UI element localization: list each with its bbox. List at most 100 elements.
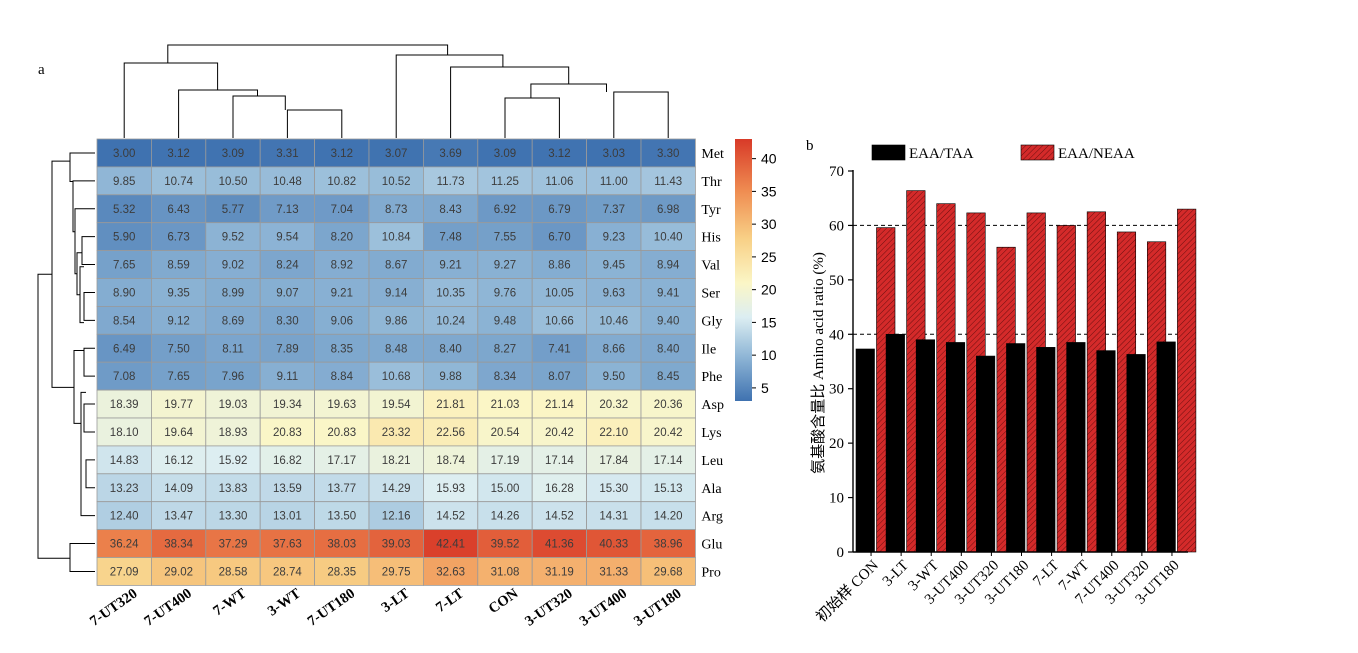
- heatmap-cell: [205, 138, 261, 168]
- heatmap-column-label: 3-UT180: [631, 586, 684, 630]
- heatmap-cell: [531, 417, 588, 447]
- heatmap-column-label: 3-UT400: [577, 586, 630, 630]
- y-tick-label: 60: [829, 218, 844, 234]
- heatmap-cell-value: 10.74: [164, 176, 193, 188]
- heatmap-cell: [531, 250, 588, 279]
- bar-chart-legend: EAA/TAA EAA/NEAA: [871, 144, 1135, 162]
- heatmap-cell: [477, 222, 533, 251]
- heatmap-cell: [422, 361, 479, 391]
- heatmap-cell-value: 9.07: [276, 287, 298, 299]
- heatmap-cell: [531, 445, 588, 475]
- heatmap-cell-value: 8.90: [113, 287, 135, 299]
- heatmap-cell: [150, 501, 207, 531]
- heatmap-column-label: 3-UT320: [522, 586, 575, 630]
- heatmap-cell: [531, 194, 588, 224]
- dendrogram-link: [81, 236, 95, 266]
- y-tick-label: 10: [829, 491, 844, 507]
- bar-chart-tick-labels: 0 10 20 30 40 50 60 70: [829, 164, 853, 561]
- legend-swatch-eaa-taa: [871, 144, 906, 161]
- heatmap-row-label: Thr: [701, 175, 722, 190]
- heatmap-cell-value: 6.79: [548, 204, 570, 216]
- heatmap-cell-value: 13.50: [327, 511, 356, 523]
- heatmap-cell: [205, 445, 261, 475]
- heatmap-cell-value: 3.12: [167, 148, 189, 160]
- bar-eaa-taa: [1096, 350, 1116, 553]
- heatmap-cell-value: 23.32: [382, 427, 411, 439]
- heatmap-cell-value: 29.68: [654, 566, 683, 578]
- heatmap-cell: [477, 501, 533, 531]
- heatmap-cell: [422, 138, 479, 168]
- heatmap-cell: [96, 138, 152, 168]
- dendrogram-link: [167, 44, 449, 63]
- heatmap-cell: [531, 222, 588, 251]
- heatmap-cell: [259, 529, 316, 558]
- heatmap-cell-value: 9.54: [276, 232, 299, 244]
- heatmap-column-label: 7-UT320: [87, 586, 140, 630]
- heatmap-cell-value: 29.75: [382, 566, 411, 578]
- heatmap-cell: [150, 138, 207, 168]
- bar-chart-y-axis-title: 氨基酸含量比 Amino acid ratio (%): [810, 252, 827, 474]
- heatmap-cell-value: 8.48: [385, 343, 407, 355]
- heatmap-cell-value: 8.54: [113, 315, 136, 327]
- heatmap-cell-value: 12.40: [110, 511, 139, 523]
- heatmap-cell-value: 40.33: [599, 539, 628, 551]
- heatmap-cell-value: 16.12: [164, 455, 193, 467]
- heatmap-cell-value: 9.41: [657, 287, 679, 299]
- heatmap-cell-value: 14.29: [382, 483, 411, 495]
- heatmap-cell-value: 8.07: [548, 371, 570, 383]
- heatmap-cell-value: 9.45: [603, 260, 625, 272]
- heatmap-cell-value: 5.32: [113, 204, 135, 216]
- heatmap-cell-value: 14.52: [436, 511, 465, 523]
- heatmap-cell: [477, 361, 533, 391]
- heatmap-cell-value: 10.50: [219, 176, 248, 188]
- heatmap-row-label: Leu: [701, 454, 723, 469]
- bar-eaa-taa: [855, 348, 875, 553]
- heatmap-cell-value: 6.98: [657, 204, 679, 216]
- heatmap-row-label: Tyr: [701, 203, 721, 218]
- heatmap-row-label: Pro: [701, 565, 720, 580]
- heatmap-cell-value: 20.54: [491, 427, 520, 439]
- heatmap-cell-value: 6.92: [494, 204, 516, 216]
- dendrogram-link: [37, 273, 70, 559]
- y-tick-label: 0: [837, 545, 845, 561]
- heatmap-cell: [205, 389, 261, 419]
- heatmap-cell-value: 9.21: [331, 287, 353, 299]
- heatmap-cell: [259, 166, 316, 196]
- heatmap-column-labels: 7-UT320 7-UT400 7-WT 3-WT 7-UT180 3-LT 7-LT CON…: [87, 585, 684, 629]
- heatmap-cell: [477, 278, 533, 307]
- dendrogram-link: [83, 347, 95, 377]
- heatmap-row-label: Ala: [701, 482, 722, 497]
- heatmap-cell: [205, 333, 261, 363]
- y-tick-label: 50: [829, 273, 844, 289]
- heatmap-cell: [531, 333, 588, 363]
- heatmap-cell: [205, 501, 261, 531]
- heatmap-cell: [314, 333, 370, 363]
- legend-label: EAA/TAA: [909, 146, 974, 162]
- dendrogram-link: [51, 160, 74, 388]
- heatmap-cell: [640, 138, 696, 168]
- heatmap-cell-value: 18.74: [436, 455, 465, 467]
- heatmap-cell-value: 10.48: [273, 176, 302, 188]
- heatmap-cell-value: 20.36: [654, 399, 683, 411]
- heatmap-cell-value: 17.19: [491, 455, 520, 467]
- y-tick-label: 20: [829, 436, 844, 452]
- heatmap-cell: [150, 557, 207, 586]
- heatmap-cell: [531, 166, 588, 196]
- heatmap-cell: [314, 222, 370, 251]
- heatmap-cell-value: 12.16: [382, 511, 411, 523]
- heatmap-cell-value: 31.08: [491, 566, 520, 578]
- heatmap-cell: [150, 250, 207, 279]
- heatmap-cell-value: 20.42: [654, 427, 683, 439]
- bar-eaa-taa: [976, 355, 996, 553]
- heatmap-cell: [477, 417, 533, 447]
- heatmap-cell: [150, 389, 207, 419]
- heatmap-cell-value: 9.23: [603, 232, 625, 244]
- heatmap-cell: [150, 529, 207, 558]
- heatmap-cell-value: 17.17: [327, 455, 356, 467]
- heatmap-cell: [531, 305, 588, 335]
- heatmap-cell: [531, 361, 588, 391]
- heatmap-cell: [150, 194, 207, 224]
- heatmap-cell-value: 22.10: [599, 427, 628, 439]
- heatmap-cell-value: 3.03: [603, 148, 625, 160]
- heatmap-cell-values: 3.00 3.12 3.09 3.31 3.12 3.07 3.69 3.09 3.12 3.03…: [110, 148, 683, 579]
